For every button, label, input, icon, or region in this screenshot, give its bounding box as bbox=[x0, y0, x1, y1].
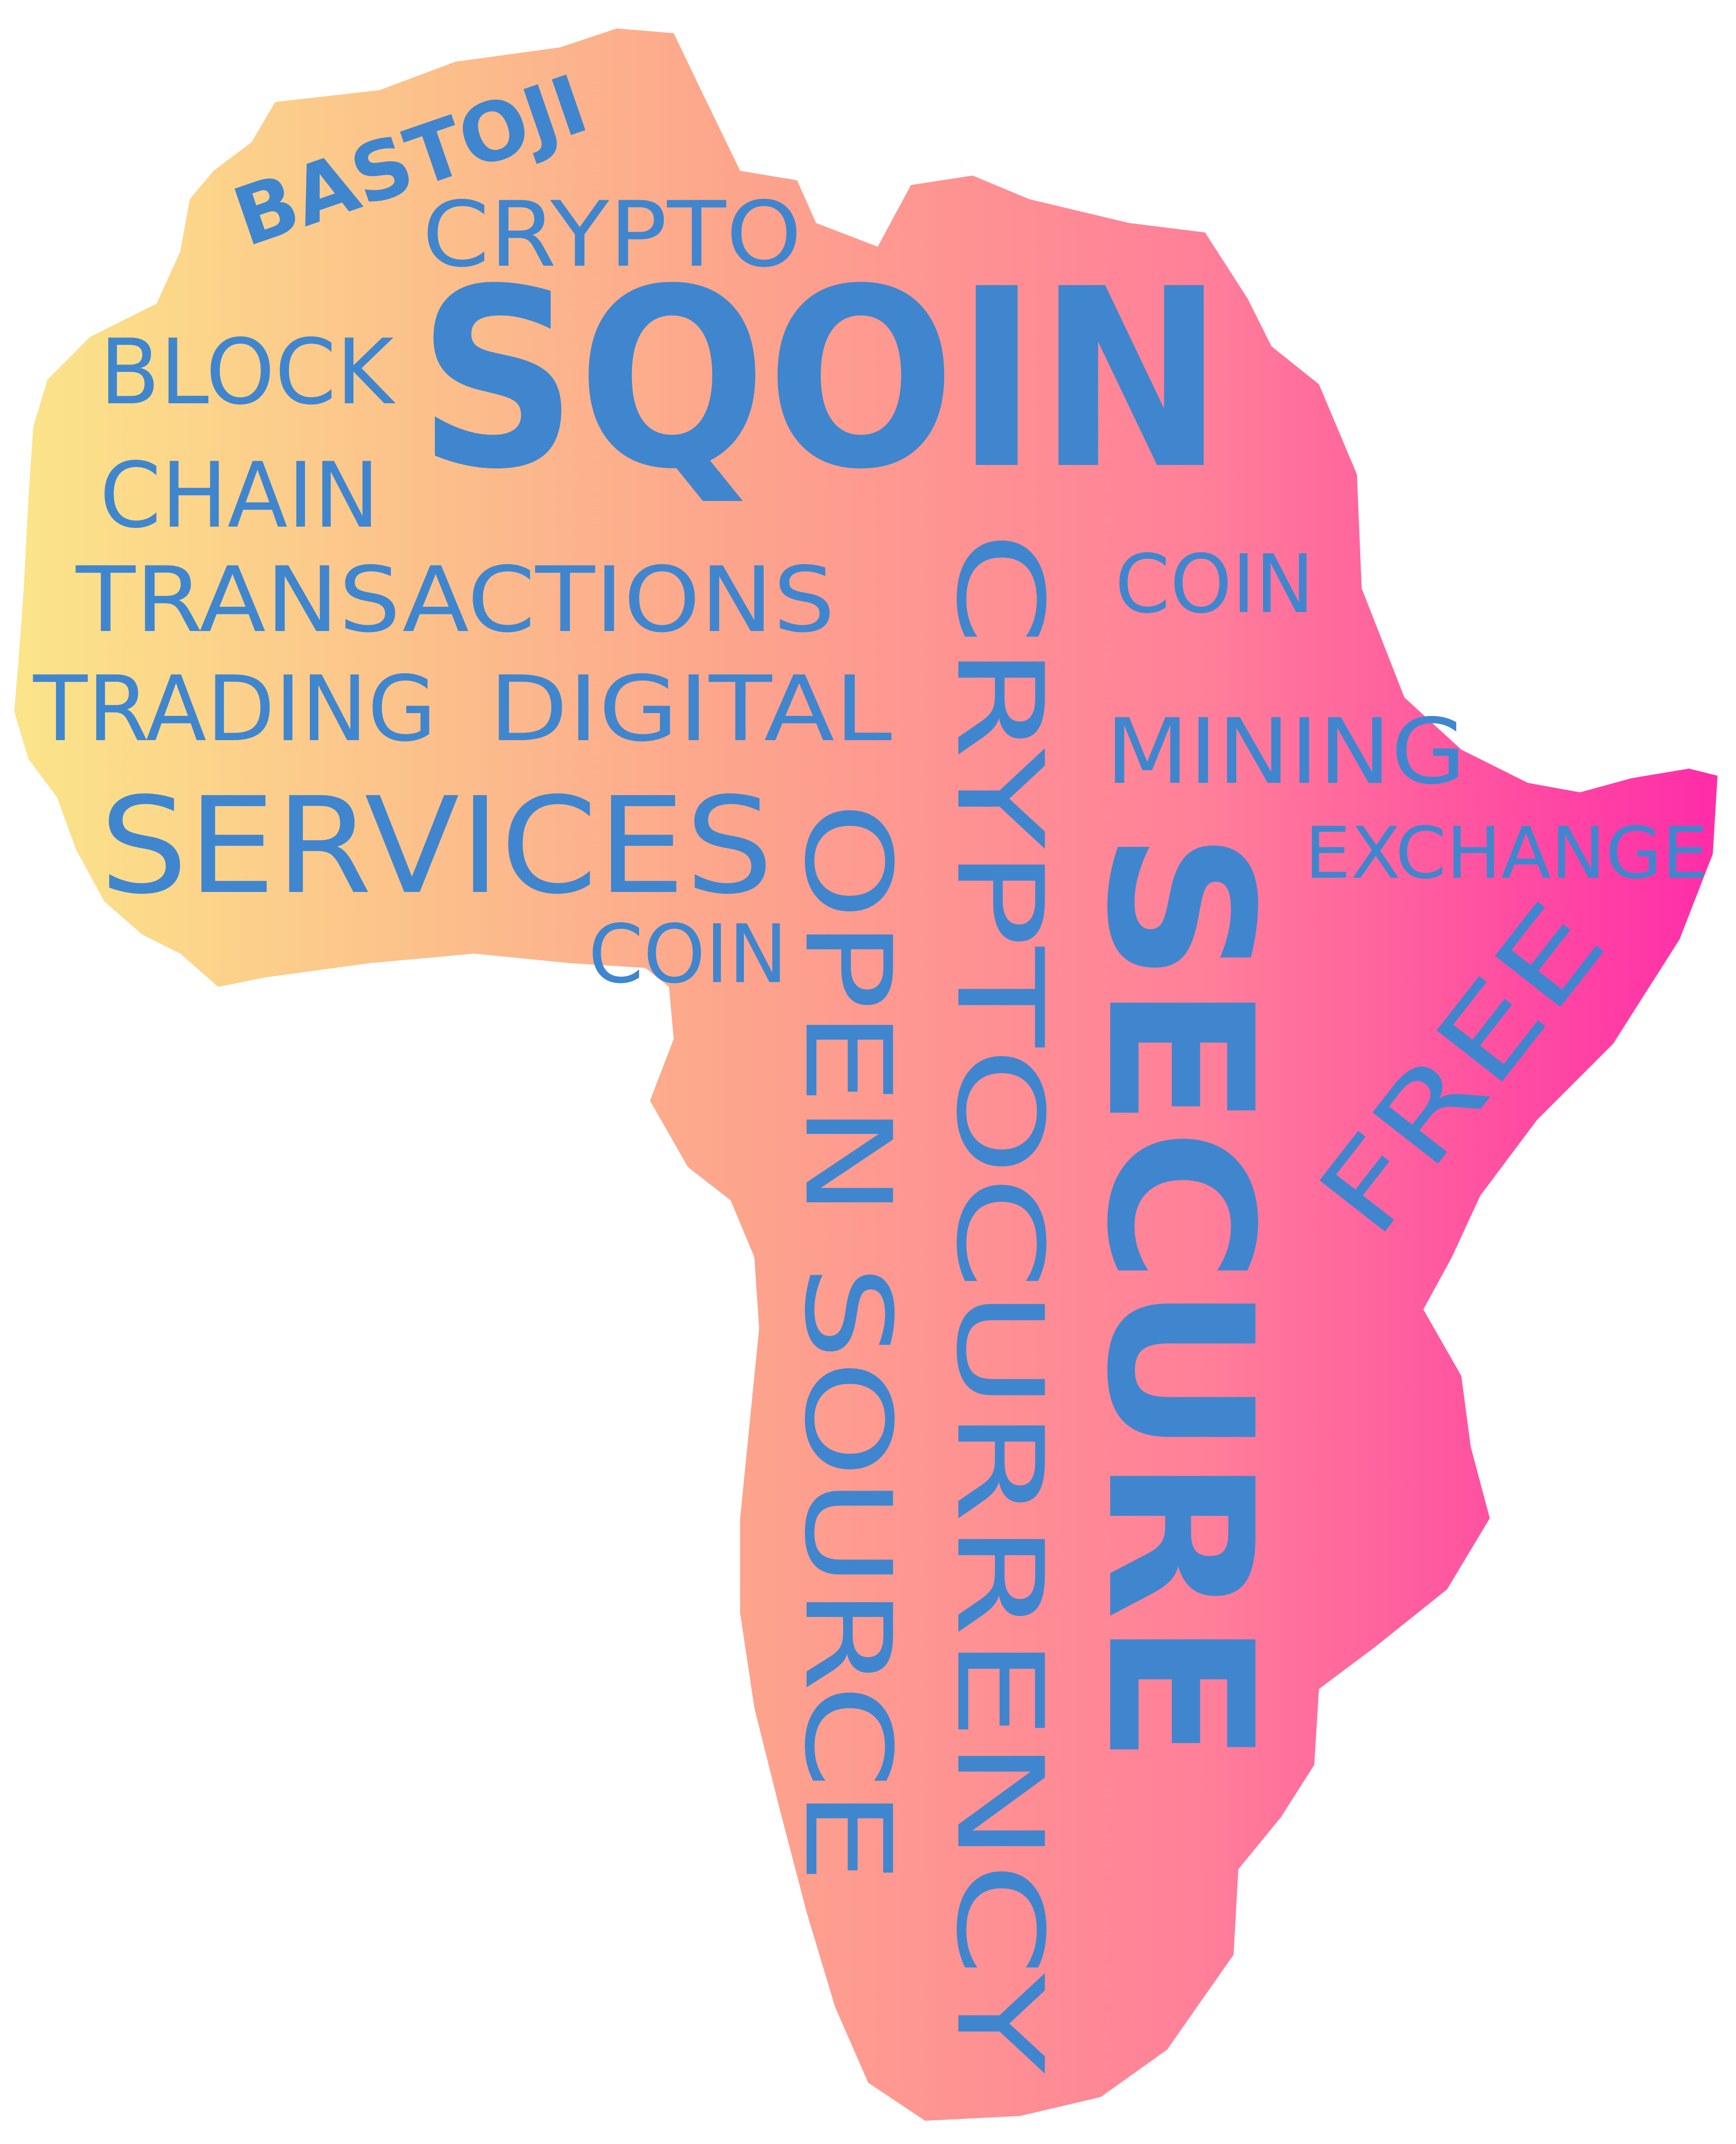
word-sqoin: SQOIN bbox=[418, 236, 1224, 523]
word-chain: CHAIN bbox=[100, 443, 380, 548]
word-transactions: TRANSACTIONS bbox=[75, 548, 835, 652]
word-cryptocurrency: CRYPTOCURRENCY bbox=[930, 531, 1068, 2074]
word-digital: DIGITAL bbox=[489, 657, 892, 761]
africa-silhouette bbox=[14, 28, 1717, 2121]
word-mining: MINING bbox=[1105, 699, 1466, 804]
word-trading: TRADING bbox=[33, 657, 436, 761]
word-secure: SECURE bbox=[1063, 830, 1295, 1765]
word-services: SERVICES bbox=[100, 769, 773, 924]
word-block: BLOCK bbox=[100, 320, 396, 425]
word-exchange: EXCHANGE bbox=[1305, 812, 1708, 895]
word-open-source: OPEN SOURCE bbox=[779, 802, 917, 1884]
word-coin-small: COIN bbox=[588, 908, 788, 1002]
word-coin-right: COIN bbox=[1115, 538, 1314, 631]
word-crypto-top: CRYPTO bbox=[422, 182, 802, 287]
